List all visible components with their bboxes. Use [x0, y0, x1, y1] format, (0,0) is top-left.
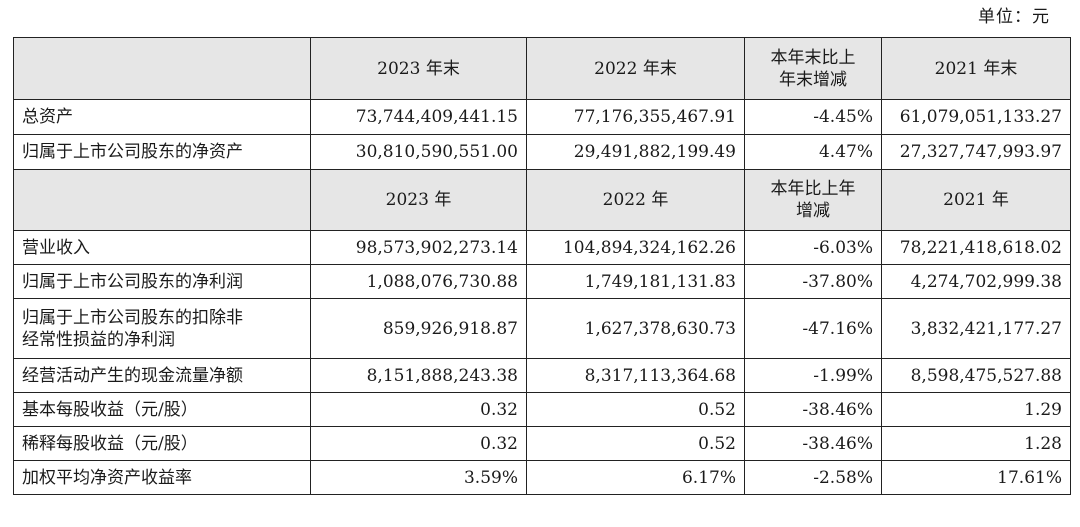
- cell-value: 6.17%: [526, 460, 745, 495]
- table-row: 归属于上市公司股东的扣除非 经常性损益的净利润 859,926,918.87 1…: [13, 298, 1071, 359]
- table-row: 总资产 73,744,409,441.15 77,176,355,467.91 …: [13, 99, 1071, 135]
- cell-value: 104,894,324,162.26: [526, 230, 745, 265]
- cell-change: -1.99%: [744, 358, 882, 393]
- cell-value: 98,573,902,273.14: [310, 230, 527, 265]
- header-change-year: 本年比上年 增减: [744, 169, 882, 231]
- row-label-diluted-eps: 稀释每股收益（元/股）: [13, 426, 311, 461]
- cell-value: 0.52: [526, 426, 745, 461]
- cell-value: 73,744,409,441.15: [310, 99, 527, 135]
- row-label-total-assets: 总资产: [13, 99, 311, 135]
- table-row: 归属于上市公司股东的净资产 30,810,590,551.00 29,491,8…: [13, 134, 1071, 170]
- cell-change: -37.80%: [744, 264, 882, 299]
- header-2022-year-end: 2022 年末: [526, 37, 745, 100]
- row-label-basic-eps: 基本每股收益（元/股）: [13, 392, 311, 427]
- unit-label: 单位：元: [978, 7, 1050, 27]
- cell-value: 78,221,418,618.02: [881, 230, 1071, 265]
- cell-value: 3.59%: [310, 460, 527, 495]
- table-row: 稀释每股收益（元/股） 0.32 0.52 -38.46% 1.28: [13, 426, 1071, 461]
- cell-value: 27,327,747,993.97: [881, 134, 1071, 170]
- cell-value: 30,810,590,551.00: [310, 134, 527, 170]
- table-row: 加权平均净资产收益率 3.59% 6.17% -2.58% 17.61%: [13, 460, 1071, 495]
- header-change-year-end: 本年末比上 年末增减: [744, 37, 882, 100]
- row-label-roe: 加权平均净资产收益率: [13, 460, 311, 495]
- cell-change: -47.16%: [744, 298, 882, 359]
- financial-summary-table: 2023 年末 2022 年末 本年末比上 年末增减 2021 年末 总资产 7…: [13, 37, 1071, 495]
- cell-change: -4.45%: [744, 99, 882, 135]
- row-label-net-profit-excl: 归属于上市公司股东的扣除非 经常性损益的净利润: [13, 298, 311, 359]
- cell-value: 3,832,421,177.27: [881, 298, 1071, 359]
- cell-value: 61,079,051,133.27: [881, 99, 1071, 135]
- cell-value: 0.32: [310, 392, 527, 427]
- row-label-revenue: 营业收入: [13, 230, 311, 265]
- row-label-net-assets: 归属于上市公司股东的净资产: [13, 134, 311, 170]
- cell-value: 8,317,113,364.68: [526, 358, 745, 393]
- header-blank-cell: [13, 37, 311, 100]
- header-row-year: 2023 年 2022 年 本年比上年 增减 2021 年: [13, 169, 1071, 231]
- cell-value: 17.61%: [881, 460, 1071, 495]
- cell-value: 4,274,702,999.38: [881, 264, 1071, 299]
- cell-value: 1.29: [881, 392, 1071, 427]
- table-row: 归属于上市公司股东的净利润 1,088,076,730.88 1,749,181…: [13, 264, 1071, 299]
- cell-change: -38.46%: [744, 426, 882, 461]
- row-label-net-profit: 归属于上市公司股东的净利润: [13, 264, 311, 299]
- header-row-year-end: 2023 年末 2022 年末 本年末比上 年末增减 2021 年末: [13, 37, 1071, 100]
- row-label-operating-cash-flow: 经营活动产生的现金流量净额: [13, 358, 311, 393]
- header-2023: 2023 年: [310, 169, 527, 231]
- cell-change: 4.47%: [744, 134, 882, 170]
- cell-value: 0.52: [526, 392, 745, 427]
- cell-value: 1,749,181,131.83: [526, 264, 745, 299]
- cell-change: -38.46%: [744, 392, 882, 427]
- cell-value: 8,598,475,527.88: [881, 358, 1071, 393]
- table-row: 基本每股收益（元/股） 0.32 0.52 -38.46% 1.29: [13, 392, 1071, 427]
- header-2021: 2021 年: [881, 169, 1071, 231]
- cell-change: -6.03%: [744, 230, 882, 265]
- cell-value: 29,491,882,199.49: [526, 134, 745, 170]
- table-row: 经营活动产生的现金流量净额 8,151,888,243.38 8,317,113…: [13, 358, 1071, 393]
- cell-value: 1,627,378,630.73: [526, 298, 745, 359]
- cell-value: 0.32: [310, 426, 527, 461]
- cell-value: 1.28: [881, 426, 1071, 461]
- cell-value: 8,151,888,243.38: [310, 358, 527, 393]
- table-row: 营业收入 98,573,902,273.14 104,894,324,162.2…: [13, 230, 1071, 265]
- header-2023-year-end: 2023 年末: [310, 37, 527, 100]
- cell-value: 77,176,355,467.91: [526, 99, 745, 135]
- cell-value: 859,926,918.87: [310, 298, 527, 359]
- cell-value: 1,088,076,730.88: [310, 264, 527, 299]
- header-2021-year-end: 2021 年末: [881, 37, 1071, 100]
- cell-change: -2.58%: [744, 460, 882, 495]
- header-blank-cell: [13, 169, 311, 231]
- header-2022: 2022 年: [526, 169, 745, 231]
